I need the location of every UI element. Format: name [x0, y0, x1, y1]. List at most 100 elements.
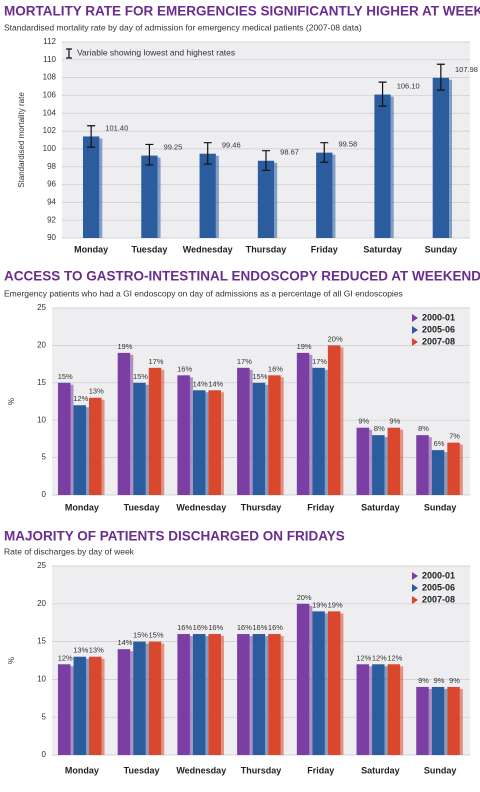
x-tick-label: Saturday	[361, 765, 400, 775]
error-bar	[320, 142, 329, 163]
bar-side	[400, 666, 404, 755]
bar-side	[390, 96, 394, 239]
error-bar	[378, 81, 387, 107]
bar	[237, 634, 250, 755]
bar-side	[449, 79, 453, 238]
value-label: 6%	[434, 439, 445, 448]
value-label: 12%	[58, 653, 73, 662]
x-tick-label: Monday	[74, 244, 108, 254]
bar	[199, 153, 216, 238]
legend-label: 2005-06	[422, 324, 455, 334]
value-label: 17%	[237, 357, 252, 366]
bar-side	[459, 688, 463, 755]
y-tick-label: 90	[47, 233, 56, 242]
bar	[372, 664, 385, 755]
value-label: 15%	[148, 631, 163, 640]
bar-side	[428, 437, 432, 495]
y-tick-label: 10	[37, 675, 46, 684]
y-tick-label: 25	[37, 303, 46, 312]
value-label: 9%	[449, 676, 460, 685]
y-tick-label: 5	[42, 712, 47, 721]
y-tick-label: 92	[47, 215, 56, 224]
bar	[387, 664, 401, 755]
legend-swatch	[412, 584, 418, 592]
bar-side	[161, 369, 165, 495]
bar	[431, 450, 445, 495]
bar	[133, 641, 146, 755]
bar	[133, 382, 146, 495]
bar	[82, 136, 100, 238]
bar-side	[145, 643, 149, 755]
value-label: 16%	[193, 623, 208, 632]
y-tick-label: 112	[43, 37, 56, 46]
bar	[268, 375, 281, 495]
chart-title: MORTALITY RATE FOR EMERGENCIES SIGNIFICA…	[4, 4, 480, 19]
x-tick-label: Thursday	[241, 502, 282, 512]
bar-side	[384, 666, 388, 755]
value-label: 14%	[117, 638, 132, 647]
bar-side	[249, 369, 253, 495]
bar-side	[369, 666, 373, 755]
y-tick-label: 104	[43, 108, 57, 117]
value-label: 13%	[73, 646, 88, 655]
bar	[416, 435, 429, 495]
bar-side	[205, 392, 209, 495]
bar	[73, 656, 87, 755]
bar-side	[70, 666, 74, 755]
value-label: 14%	[208, 379, 223, 388]
bar	[447, 686, 460, 755]
value-label: 16%	[177, 364, 192, 373]
legend-label: 2007-08	[422, 336, 455, 346]
bar	[356, 664, 370, 755]
chart-subtitle: Emergency patients who had a GI endoscop…	[4, 288, 403, 298]
value-label: 12%	[387, 653, 402, 662]
value-label: 19%	[328, 600, 343, 609]
bar-side	[161, 643, 165, 755]
value-label: 9%	[358, 417, 369, 426]
y-axis-label: %	[7, 398, 16, 405]
bar	[252, 382, 266, 495]
y-tick-label: 15	[37, 378, 46, 387]
bar-side	[400, 429, 404, 495]
chart-title: ACCESS TO GASTRO-INTESTINAL ENDOSCOPY RE…	[4, 269, 480, 284]
bar-side	[265, 636, 269, 755]
bar-side	[145, 384, 149, 495]
bar-side	[384, 437, 388, 495]
bar	[432, 77, 450, 238]
bar-side	[101, 399, 105, 495]
y-tick-label: 106	[43, 91, 57, 100]
error-bar	[262, 150, 270, 171]
value-label: 19%	[117, 342, 132, 351]
bar	[296, 352, 310, 495]
value-label: 13%	[89, 387, 104, 396]
x-tick-label: Wednesday	[183, 244, 233, 254]
value-label: 17%	[312, 357, 327, 366]
bar-side	[220, 636, 224, 755]
value-label: 17%	[148, 357, 163, 366]
error-bar	[436, 63, 445, 91]
bar	[177, 634, 190, 755]
bar-side	[86, 658, 90, 755]
x-tick-label: Wednesday	[176, 765, 226, 775]
value-label: 12%	[73, 394, 88, 403]
value-label: 107.98	[455, 65, 478, 74]
bar-side	[205, 636, 209, 755]
y-tick-label: 100	[43, 144, 57, 153]
bar	[141, 155, 158, 238]
annotation: Variable showing lowest and highest rate…	[77, 47, 235, 57]
bar-side	[70, 384, 74, 495]
x-tick-label: Saturday	[361, 502, 400, 512]
y-tick-label: 94	[47, 197, 56, 206]
x-tick-label: Friday	[307, 502, 334, 512]
bar	[89, 656, 102, 755]
bar-side	[369, 429, 373, 495]
y-axis-label: Standardised mortality rate	[17, 92, 26, 188]
value-label: 8%	[418, 424, 429, 433]
bar	[192, 634, 206, 755]
bar	[89, 397, 102, 495]
bar-side	[215, 155, 219, 238]
chart-subtitle: Standardised mortality rate by day of ad…	[4, 22, 362, 32]
bar-side	[130, 354, 134, 495]
y-tick-label: 110	[43, 55, 56, 64]
annotation-icon	[66, 48, 72, 59]
